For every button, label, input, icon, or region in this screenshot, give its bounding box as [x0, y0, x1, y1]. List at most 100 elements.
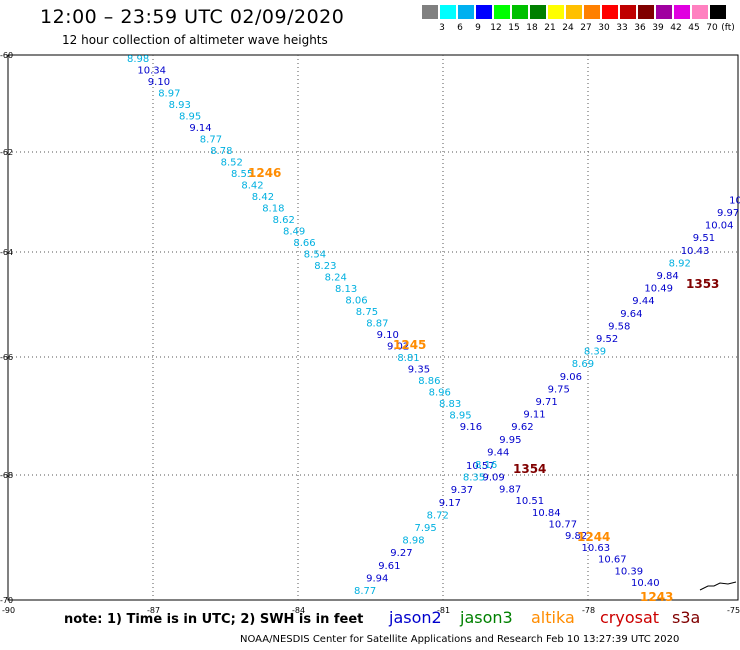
colorbar-swatch — [566, 5, 582, 19]
page-title: 12:00 – 23:59 UTC 02/09/2020 — [40, 6, 345, 28]
wave-height-value: 9.16 — [460, 422, 482, 433]
wave-height-value: 9.84 — [657, 271, 679, 282]
wave-height-value: 8.78 — [210, 146, 232, 157]
colorbar-swatch — [530, 5, 546, 19]
wave-height-value: 8.69 — [572, 359, 594, 370]
lon-tick-label: -78 — [582, 606, 595, 615]
wave-height-value: 8.98 — [127, 54, 149, 65]
colorbar-label: 18 — [526, 23, 538, 33]
wave-height-value: 8.24 — [325, 273, 347, 284]
colorbar-label: 24 — [562, 23, 574, 33]
colorbar-swatch — [458, 5, 474, 19]
colorbar-swatch — [584, 5, 600, 19]
pass-number-label: 1244 — [577, 530, 610, 544]
pass-number-label: 1246 — [248, 166, 281, 180]
colorbar-label: 33 — [616, 23, 628, 33]
colorbar-swatch — [620, 5, 636, 19]
wave-height-value: 9.02 — [387, 342, 409, 353]
wave-height-value: 9.62 — [511, 422, 533, 433]
lat-tick-label: -70 — [0, 596, 13, 605]
colorbar-label: 70 — [706, 23, 718, 33]
wave-height-value: 10.84 — [532, 508, 561, 519]
colorbar-label: 30 — [598, 23, 610, 33]
lat-tick-label: -60 — [0, 51, 13, 60]
wave-height-value: 10.04 — [705, 221, 734, 232]
wave-height-value: 8.95 — [449, 411, 471, 422]
wave-height-value: 9.52 — [596, 334, 618, 345]
wave-height-value: 8.35 — [463, 473, 485, 484]
wave-height-value: 10.67 — [598, 555, 627, 566]
wave-height-value: 8.55 — [231, 169, 253, 180]
wave-height-value: 9.82 — [565, 531, 587, 542]
colorbar-swatch — [638, 5, 654, 19]
colorbar-swatch — [512, 5, 528, 19]
pass-number-label: 1354 — [513, 462, 546, 476]
wave-height-value: 8.16 — [475, 460, 497, 471]
wave-height-value: 9.51 — [693, 233, 715, 244]
wave-height-value: 10.63 — [582, 543, 611, 554]
colorbar-label: 36 — [634, 23, 646, 33]
wave-height-value: 9.87 — [499, 484, 521, 495]
colorbar-label: 45 — [688, 23, 700, 33]
wave-height-value: 9.27 — [390, 548, 412, 559]
wave-height-value: 8.72 — [427, 510, 449, 521]
colorbar-label: 27 — [580, 23, 592, 33]
wave-height-value: 8.96 — [429, 388, 451, 399]
satellite-jason3: jason3 — [460, 608, 513, 627]
wave-height-value: 8.93 — [169, 100, 191, 111]
wave-height-value: 9.71 — [536, 397, 558, 408]
wave-height-value: 8.77 — [200, 135, 222, 146]
wave-height-value: 9.64 — [620, 309, 642, 320]
wave-height-value: 8.97 — [158, 89, 180, 100]
lon-tick-label: -84 — [292, 606, 305, 615]
colorbar-label: 6 — [457, 23, 463, 33]
wave-height-value: 8.77 — [354, 586, 376, 597]
colorbar-label: 12 — [490, 23, 502, 33]
wave-height-value: 10 — [729, 195, 740, 206]
wave-height-value: 8.75 — [356, 307, 378, 318]
wave-height-value: 9.58 — [608, 321, 630, 332]
wave-height-value: 8.13 — [335, 284, 357, 295]
wave-height-value: 8.42 — [252, 192, 274, 203]
wave-height-value: 9.75 — [548, 384, 570, 395]
wave-height-value: 8.92 — [669, 258, 691, 269]
wave-height-value: 9.06 — [560, 372, 582, 383]
note-text: note: 1) Time is in UTC; 2) SWH is in fe… — [64, 612, 364, 627]
wave-height-value: 8.87 — [366, 319, 388, 330]
wave-height-value: 10.77 — [549, 520, 578, 531]
wave-height-value: 9.97 — [717, 208, 739, 219]
wave-height-value: 8.98 — [402, 536, 424, 547]
lat-tick-label: -64 — [0, 248, 13, 257]
wave-height-value: 9.10 — [148, 77, 170, 88]
credit-text: NOAA/NESDIS Center for Satellite Applica… — [240, 634, 680, 645]
wave-height-value: 10.57 — [466, 461, 495, 472]
wave-height-value: 8.06 — [345, 296, 367, 307]
wave-height-value: 9.11 — [523, 410, 545, 421]
colorbar-swatch — [710, 5, 726, 19]
wave-height-value: 9.37 — [451, 485, 473, 496]
wave-height-value: 9.35 — [408, 365, 430, 376]
wave-height-value: 9.17 — [439, 498, 461, 509]
satellite-cryosat: cryosat — [600, 608, 660, 627]
wave-height-value: 8.23 — [314, 261, 336, 272]
wave-height-value: 9.14 — [189, 123, 211, 134]
wave-height-value: 8.81 — [397, 353, 419, 364]
satellite-s3a: s3a — [672, 608, 701, 627]
colorbar-label: 9 — [475, 23, 481, 33]
lat-tick-label: -66 — [0, 353, 13, 362]
wave-height-value: 9.10 — [377, 330, 399, 341]
wave-height-value: 10.51 — [516, 496, 545, 507]
lon-tick-label: -75 — [727, 606, 740, 615]
wave-height-value: 10.49 — [644, 284, 673, 295]
lon-tick-label: -87 — [147, 606, 160, 615]
colorbar-swatch — [548, 5, 564, 19]
colorbar-swatch — [692, 5, 708, 19]
wave-height-value: 8.42 — [241, 181, 263, 192]
wave-height-value: 8.62 — [273, 215, 295, 226]
wave-height-value: 9.44 — [632, 296, 654, 307]
wave-height-value: 7.95 — [415, 523, 437, 534]
colorbar-label: 39 — [652, 23, 664, 33]
pass-number-label: 1353 — [686, 277, 719, 291]
wave-height-value: 10.43 — [681, 246, 710, 257]
